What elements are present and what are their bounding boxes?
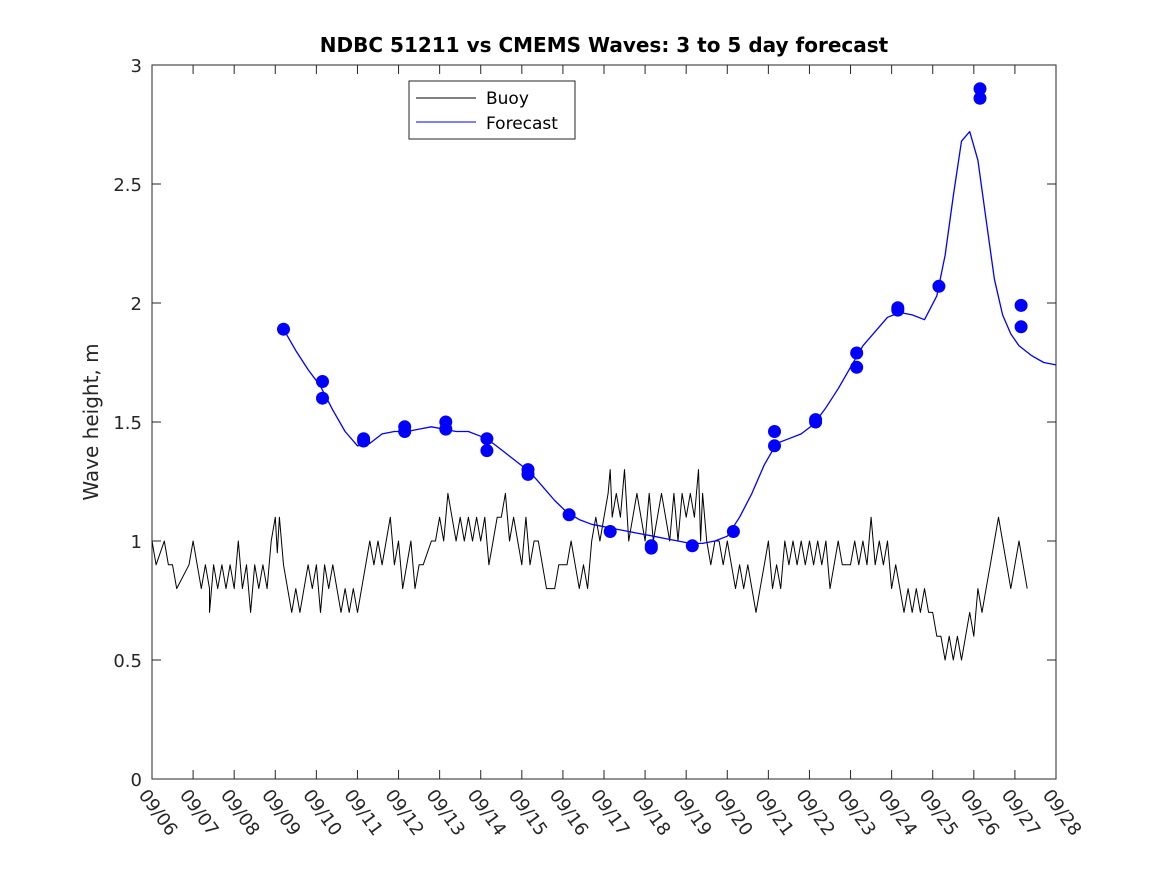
forecast-marker bbox=[439, 422, 453, 436]
forecast-marker bbox=[850, 360, 864, 374]
y-tick-label: 0 bbox=[131, 770, 142, 791]
legend-label-forecast: Forecast bbox=[486, 114, 558, 134]
chart-title: NDBC 51211 vs CMEMS Waves: 3 to 5 day fo… bbox=[320, 33, 889, 57]
forecast-marker bbox=[398, 425, 412, 438]
y-tick-label: 1.5 bbox=[113, 413, 142, 434]
y-tick-label: 1 bbox=[131, 532, 142, 553]
forecast-marker bbox=[480, 432, 494, 446]
y-axis: 0 0.5 1 1.5 2 2.5 3 bbox=[113, 56, 1056, 791]
forecast-marker bbox=[850, 346, 864, 360]
forecast-marker bbox=[277, 322, 290, 336]
y-tick-label: 0.5 bbox=[113, 651, 142, 672]
forecast-marker bbox=[603, 525, 617, 538]
forecast-marker bbox=[316, 391, 329, 405]
forecast-marker bbox=[768, 425, 781, 438]
forecast-marker bbox=[644, 541, 658, 555]
forecast-marker bbox=[768, 439, 781, 453]
y-tick-label: 3 bbox=[131, 56, 142, 77]
forecast-marker bbox=[521, 467, 535, 481]
forecast-marker bbox=[809, 415, 823, 429]
forecast-marker bbox=[1014, 320, 1028, 334]
legend: Buoy Forecast bbox=[408, 80, 576, 140]
forecast-marker bbox=[357, 434, 371, 448]
forecast-marker bbox=[316, 375, 329, 388]
forecast-marker bbox=[932, 279, 946, 293]
forecast-markers bbox=[277, 82, 1028, 555]
forecast-marker bbox=[891, 303, 905, 317]
y-tick-label: 2 bbox=[131, 294, 142, 315]
forecast-marker bbox=[685, 539, 699, 553]
forecast-marker bbox=[726, 525, 740, 538]
legend-label-buoy: Buoy bbox=[486, 89, 529, 109]
series-line-buoy bbox=[151, 469, 1028, 661]
legend-box bbox=[408, 80, 576, 140]
forecast-marker bbox=[1014, 298, 1028, 312]
plot-area bbox=[151, 64, 1057, 780]
forecast-marker bbox=[480, 444, 494, 458]
y-axis-label: Wave height, m bbox=[79, 343, 103, 500]
forecast-marker bbox=[973, 91, 987, 105]
forecast-marker bbox=[973, 82, 987, 96]
forecast-marker bbox=[562, 508, 576, 522]
y-tick-label: 2.5 bbox=[113, 175, 142, 196]
